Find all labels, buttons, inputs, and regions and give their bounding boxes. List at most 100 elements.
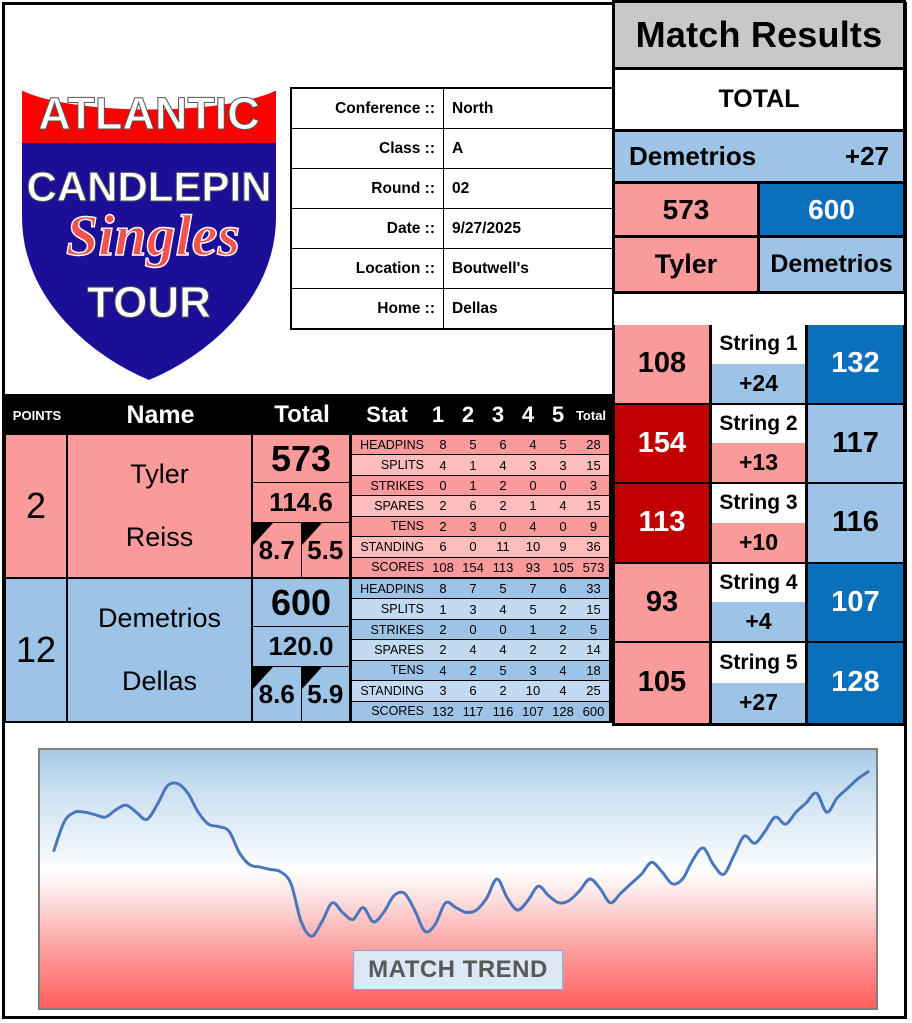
stat-value: 0 xyxy=(469,622,477,638)
stat-value: 4 xyxy=(469,642,477,658)
player-secondary-metrics: 8.6 5.9 xyxy=(253,667,349,721)
player-last-name: Reiss xyxy=(125,522,194,552)
stat-row-total: 15 xyxy=(586,498,601,514)
string-label-cell: String 3 +10 xyxy=(712,484,808,562)
stat-value: 4 xyxy=(529,437,537,453)
stat-row: STANDING 3 6 2 10 4 25 xyxy=(352,681,609,702)
stat-value: 3 xyxy=(439,683,447,699)
stat-row-label: STANDING xyxy=(360,539,424,554)
total-score-player-a: 573 xyxy=(615,184,760,235)
player-secondary-metrics: 8.7 5.5 xyxy=(253,523,349,577)
corner-triangle-icon xyxy=(301,667,322,689)
match-trend-chart: MATCH TREND xyxy=(38,748,878,1010)
string-label: String 2 xyxy=(712,404,805,444)
stat-value: 2 xyxy=(499,478,507,494)
stat-value: 6 xyxy=(559,581,567,597)
player-stats-table: POINTS Name Total Stat 1 2 3 4 5 Total 2… xyxy=(3,394,612,723)
stat-row: TENS 2 3 0 4 0 9 xyxy=(352,516,609,538)
info-value-class: A xyxy=(443,128,614,169)
stat-value: 0 xyxy=(559,478,567,494)
stat-row-label: TENS xyxy=(390,519,424,534)
stat-row-total: 15 xyxy=(586,601,601,617)
info-label-date: Date :: xyxy=(290,208,444,249)
match-info-table: Conference :: North Class :: A Round :: … xyxy=(290,87,614,330)
stat-row-total: 3 xyxy=(589,478,598,494)
player-total-score: 600 xyxy=(253,579,349,627)
string-score-player-a: 108 xyxy=(615,325,712,403)
string-label-cell: String 5 +27 xyxy=(712,643,808,723)
leader-margin: +27 xyxy=(844,141,889,171)
player-stats-row: 2 Tyler Reiss 573 114.6 8.7 5.5 HEADPINS 8 5 6 4 5 28… xyxy=(6,433,609,577)
stat-row: SCORES 108 154 113 93 105 573 xyxy=(352,557,609,577)
stat-value: 116 xyxy=(492,703,514,719)
stat-value: 0 xyxy=(439,478,447,494)
string-score-player-b: 132 xyxy=(808,325,903,403)
header-string-4: 4 xyxy=(521,402,535,427)
corner-triangle-icon xyxy=(253,667,273,689)
string-score-player-a: 93 xyxy=(615,563,712,641)
stat-row: HEADPINS 8 7 5 7 6 33 xyxy=(352,579,609,600)
stat-row-label: SPLITS xyxy=(380,602,424,617)
info-label-home: Home :: xyxy=(290,288,444,330)
stat-row: SPLITS 1 3 4 5 2 15 xyxy=(352,599,609,620)
stat-value: 5 xyxy=(529,601,537,617)
stat-row-total: 5 xyxy=(589,622,598,638)
stat-value: 2 xyxy=(559,601,567,617)
player-metric-right-value: 5.5 xyxy=(307,534,344,565)
info-label-round: Round :: xyxy=(290,168,444,209)
stat-row: STRIKES 0 1 2 0 0 3 xyxy=(352,475,609,497)
player-b-name: Demetrios xyxy=(760,238,903,291)
header-total: Total xyxy=(274,401,330,428)
info-value-home: Dellas xyxy=(443,288,614,330)
stat-value: 10 xyxy=(525,539,541,555)
stat-value: 4 xyxy=(499,601,507,617)
player-metric-right: 5.9 xyxy=(301,667,350,721)
stat-value: 0 xyxy=(499,518,507,534)
player-metric-right-value: 5.9 xyxy=(307,678,344,709)
stat-row-label: TENS xyxy=(390,663,424,678)
match-results-totals-row: 573 600 xyxy=(612,184,906,238)
stat-value: 1 xyxy=(529,622,537,638)
logo-script-word: Singles xyxy=(66,203,240,268)
stat-row-total: 25 xyxy=(586,683,601,699)
info-value-location: Boutwell's xyxy=(443,248,614,289)
stat-row-total: 9 xyxy=(589,518,598,534)
string-result-row: 113 String 3 +10 116 xyxy=(615,484,903,564)
header-string-2: 2 xyxy=(461,402,475,427)
stat-row-total: 14 xyxy=(586,642,601,658)
string-label-cell: String 1 +24 xyxy=(712,325,808,403)
atlantic-candlepin-singles-tour-logo: ATLANTIC CANDLEPIN Singles TOUR xyxy=(13,67,285,387)
stat-value: 4 xyxy=(559,683,567,699)
player-first-name: Demetrios xyxy=(97,603,222,633)
player-name-cell: Tyler Reiss xyxy=(68,435,253,577)
stat-value: 4 xyxy=(529,518,537,534)
stat-value: 5 xyxy=(499,581,507,597)
string-score-player-a: 113 xyxy=(615,484,712,562)
stat-row-label: SPARES xyxy=(374,498,424,513)
stat-value: 2 xyxy=(559,642,567,658)
stat-value: 5 xyxy=(559,437,567,453)
stat-value: 4 xyxy=(499,457,507,473)
match-trend-label: MATCH TREND xyxy=(353,950,563,990)
trend-line-plot xyxy=(52,770,870,938)
stat-value: 1 xyxy=(529,498,537,514)
stat-row-label: HEADPINS xyxy=(360,437,424,452)
stat-value: 6 xyxy=(439,539,447,555)
stat-value: 0 xyxy=(499,622,507,638)
string-margin-badge: +10 xyxy=(712,522,805,562)
corner-triangle-icon xyxy=(301,523,322,545)
stat-value: 107 xyxy=(522,703,544,719)
stat-value: 4 xyxy=(439,662,447,678)
stat-value: 0 xyxy=(529,478,537,494)
stat-value: 8 xyxy=(439,581,447,597)
string-results-list: 108 String 1 +24 132 154 String 2 +13 117 113 Str… xyxy=(612,325,906,726)
stat-value: 5 xyxy=(469,437,477,453)
string-label: String 5 xyxy=(712,643,805,683)
stat-row-label: HEADPINS xyxy=(360,581,424,596)
stat-value: 2 xyxy=(439,642,447,658)
stat-row: STRIKES 2 0 0 1 2 5 xyxy=(352,619,609,641)
stat-value: 128 xyxy=(552,703,574,719)
stat-row-label: STANDING xyxy=(360,683,424,698)
stat-value: 9 xyxy=(559,539,567,555)
stat-value: 6 xyxy=(469,683,477,699)
